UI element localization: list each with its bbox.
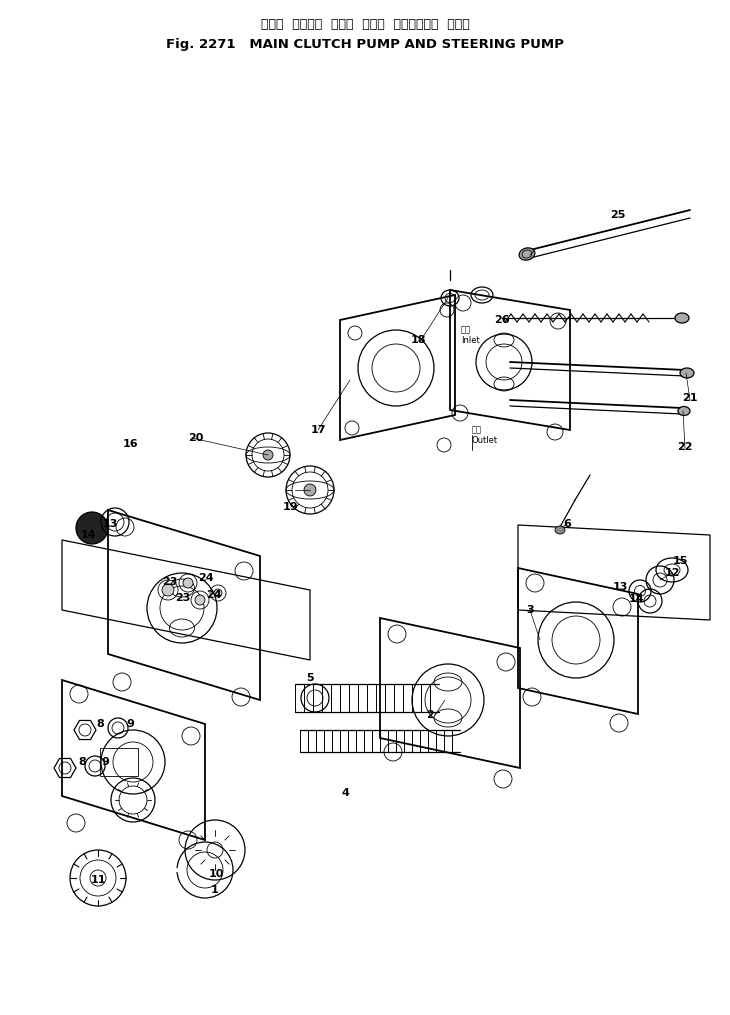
Text: 14: 14 [81,530,97,540]
Ellipse shape [680,368,694,378]
Text: 9: 9 [126,719,134,729]
Text: 6: 6 [563,519,571,529]
Text: 13: 13 [612,582,628,592]
Text: 2: 2 [426,710,434,720]
Text: 11: 11 [91,875,106,885]
Text: 4: 4 [341,788,349,798]
Text: 9: 9 [101,757,109,767]
Text: 23: 23 [162,577,177,587]
Ellipse shape [555,526,565,534]
Text: 24: 24 [206,590,222,600]
Text: 入口
Inlet: 入口 Inlet [461,325,480,345]
Circle shape [263,450,273,460]
Text: 25: 25 [610,210,626,220]
Bar [100,748,138,776]
Circle shape [162,584,174,596]
Text: 12: 12 [664,568,680,578]
Text: 24: 24 [198,573,214,583]
Text: 14: 14 [629,594,644,604]
Text: 8: 8 [96,719,104,729]
Text: 15: 15 [672,556,688,566]
Text: 23: 23 [175,593,191,603]
Text: 22: 22 [677,442,693,452]
Text: 21: 21 [683,393,698,403]
Ellipse shape [519,248,535,260]
Circle shape [183,578,193,588]
Text: 26: 26 [494,315,510,325]
Ellipse shape [678,406,690,415]
Text: 10: 10 [208,869,223,879]
Text: 16: 16 [122,439,138,449]
Text: メイン  クラッチ  ポンプ  および  ステアリング  ポンプ: メイン クラッチ ポンプ および ステアリング ポンプ [261,18,469,31]
Circle shape [214,589,222,597]
Text: 1: 1 [211,885,219,895]
Text: 3: 3 [526,605,534,615]
Text: 17: 17 [310,425,326,435]
Text: 5: 5 [306,673,314,683]
Text: 20: 20 [188,433,204,443]
Text: 出口
Outlet: 出口 Outlet [472,425,498,445]
Text: 13: 13 [102,519,118,529]
Circle shape [304,484,316,496]
Text: 8: 8 [78,757,86,767]
Circle shape [76,512,108,544]
Ellipse shape [675,313,689,323]
Text: Fig. 2271   MAIN CLUTCH PUMP AND STEERING PUMP: Fig. 2271 MAIN CLUTCH PUMP AND STEERING … [166,38,564,51]
Circle shape [195,595,205,605]
Text: 19: 19 [283,502,298,512]
Text: 18: 18 [410,335,426,345]
